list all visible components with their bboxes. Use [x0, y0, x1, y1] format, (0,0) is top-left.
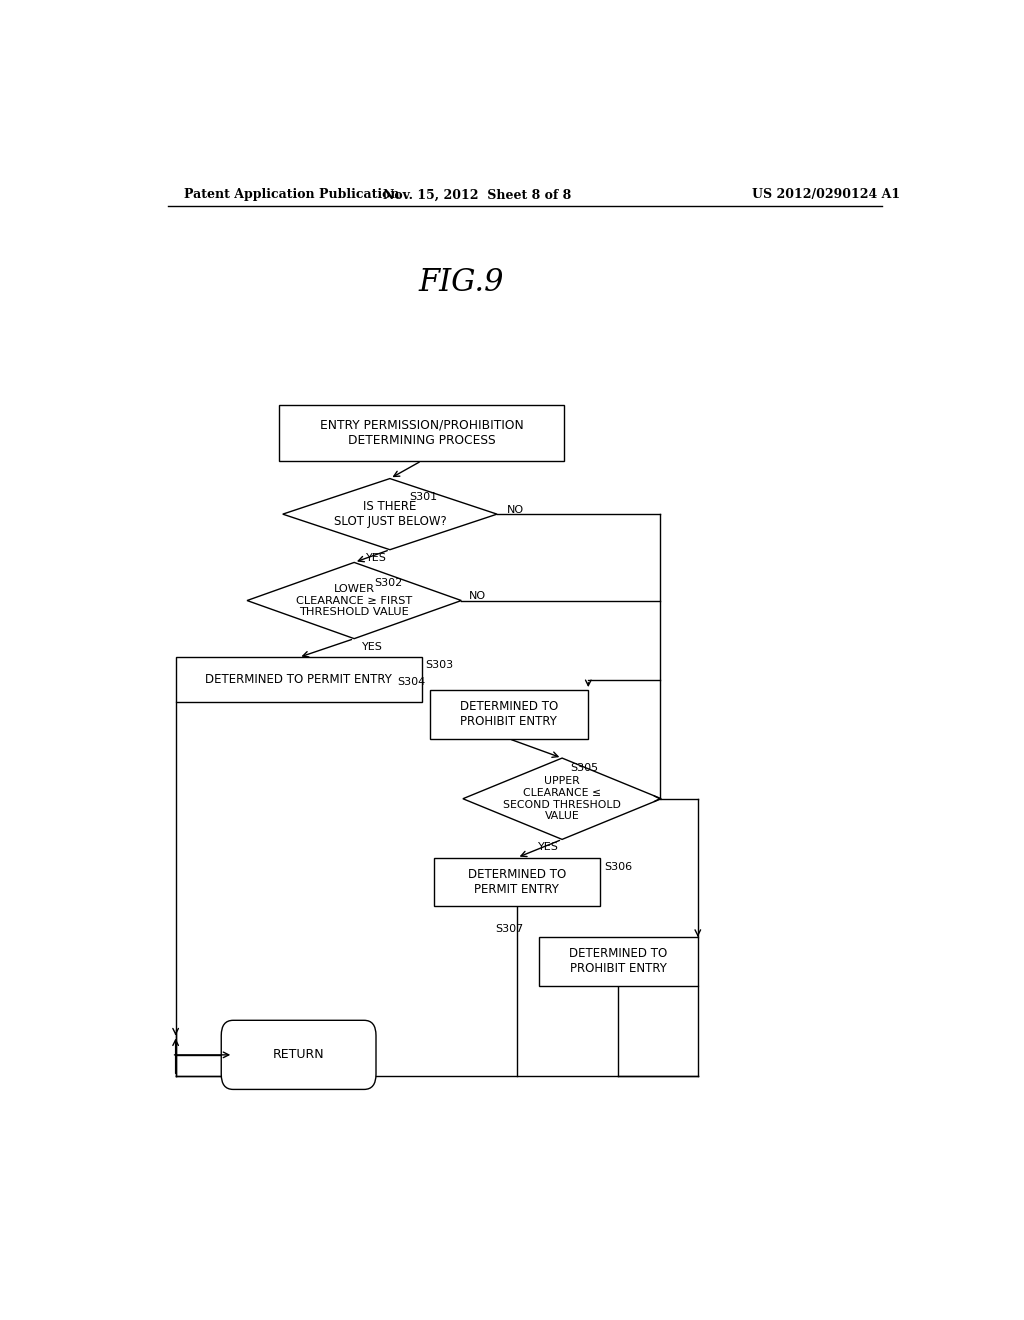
Text: S307: S307 — [496, 924, 523, 935]
Text: DETERMINED TO
PROHIBIT ENTRY: DETERMINED TO PROHIBIT ENTRY — [569, 948, 668, 975]
FancyBboxPatch shape — [279, 405, 564, 461]
Text: FIG.9: FIG.9 — [419, 267, 504, 298]
Text: IS THERE
SLOT JUST BELOW?: IS THERE SLOT JUST BELOW? — [334, 500, 446, 528]
Text: DETERMINED TO PERMIT ENTRY: DETERMINED TO PERMIT ENTRY — [205, 673, 392, 686]
FancyBboxPatch shape — [430, 690, 588, 739]
Text: S301: S301 — [410, 492, 438, 502]
FancyBboxPatch shape — [176, 657, 422, 702]
Text: S303: S303 — [426, 660, 454, 669]
Text: YES: YES — [362, 642, 383, 652]
Text: Nov. 15, 2012  Sheet 8 of 8: Nov. 15, 2012 Sheet 8 of 8 — [383, 189, 571, 202]
Text: S302: S302 — [374, 578, 402, 589]
Text: Patent Application Publication: Patent Application Publication — [183, 189, 399, 202]
Text: US 2012/0290124 A1: US 2012/0290124 A1 — [753, 189, 900, 202]
Text: RETURN: RETURN — [272, 1048, 325, 1061]
Text: NO: NO — [507, 506, 523, 515]
Text: NO: NO — [469, 591, 486, 602]
Text: YES: YES — [539, 842, 559, 853]
Polygon shape — [283, 479, 497, 549]
Text: S305: S305 — [570, 763, 598, 774]
Text: ENTRY PERMISSION/PROHIBITION
DETERMINING PROCESS: ENTRY PERMISSION/PROHIBITION DETERMINING… — [319, 418, 523, 447]
Text: S304: S304 — [397, 677, 426, 686]
FancyBboxPatch shape — [221, 1020, 376, 1089]
Text: LOWER
CLEARANCE ≥ FIRST
THRESHOLD VALUE: LOWER CLEARANCE ≥ FIRST THRESHOLD VALUE — [296, 583, 413, 618]
FancyBboxPatch shape — [433, 858, 600, 907]
Text: S306: S306 — [604, 862, 632, 873]
Text: DETERMINED TO
PROHIBIT ENTRY: DETERMINED TO PROHIBIT ENTRY — [460, 701, 558, 729]
Polygon shape — [463, 758, 662, 840]
Polygon shape — [247, 562, 461, 639]
FancyBboxPatch shape — [539, 937, 697, 986]
Text: DETERMINED TO
PERMIT ENTRY: DETERMINED TO PERMIT ENTRY — [468, 869, 566, 896]
Text: YES: YES — [367, 553, 387, 562]
Text: UPPER
CLEARANCE ≤
SECOND THRESHOLD
VALUE: UPPER CLEARANCE ≤ SECOND THRESHOLD VALUE — [503, 776, 621, 821]
